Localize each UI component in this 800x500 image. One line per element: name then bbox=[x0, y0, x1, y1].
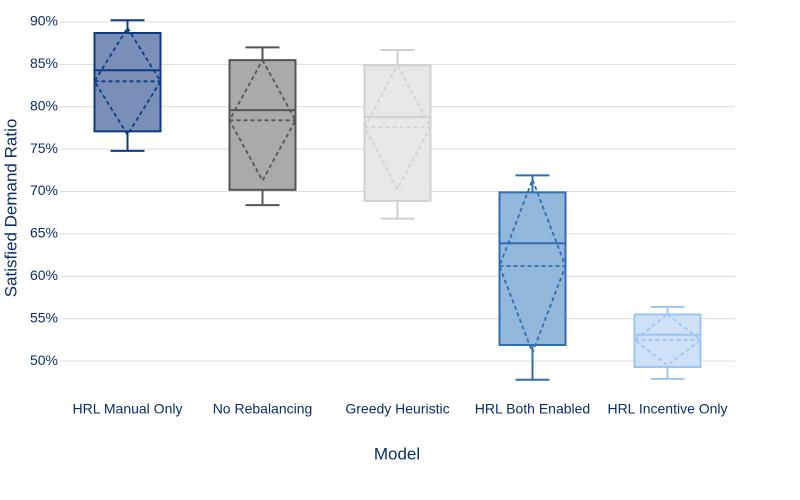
box bbox=[498, 191, 567, 346]
y-tick-label: 80% bbox=[30, 97, 58, 113]
y-tick-label: 55% bbox=[30, 309, 58, 325]
x-tick-label: HRL Both Enabled bbox=[475, 401, 590, 417]
x-tick-label: HRL Incentive Only bbox=[607, 401, 727, 417]
y-tick-label: 70% bbox=[30, 182, 58, 198]
x-axis-label: Model bbox=[374, 444, 420, 463]
y-tick-label: 75% bbox=[30, 140, 58, 156]
y-tick-label: 65% bbox=[30, 225, 58, 241]
box bbox=[363, 64, 432, 202]
sd-diamond bbox=[363, 63, 432, 191]
x-tick-label: No Rebalancing bbox=[213, 401, 313, 417]
y-tick-label: 90% bbox=[30, 13, 58, 29]
x-tick-label: Greedy Heuristic bbox=[345, 401, 449, 417]
y-tick-label: 50% bbox=[30, 352, 58, 368]
x-tick-label: HRL Manual Only bbox=[73, 401, 183, 417]
y-axis-label: Satisfied Demand Ratio bbox=[1, 119, 20, 298]
sd-diamond bbox=[228, 58, 297, 183]
y-tick-label: 60% bbox=[30, 267, 58, 283]
y-tick-label: 85% bbox=[30, 55, 58, 71]
box bbox=[228, 59, 297, 191]
sd-diamond bbox=[498, 177, 567, 356]
